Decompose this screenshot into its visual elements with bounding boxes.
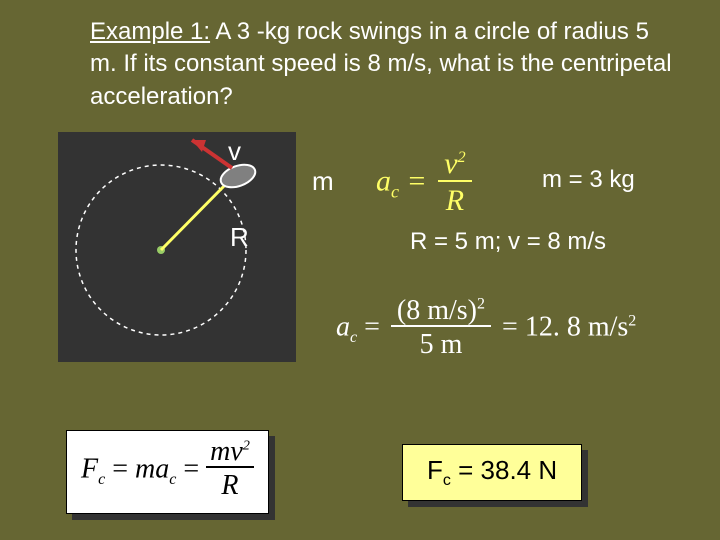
- fc-fraction: mv2 R: [206, 437, 254, 505]
- diagram-svg: [58, 132, 296, 362]
- formula-force-box: Fc = mac = mv2 R: [66, 430, 269, 514]
- ac-sub: c: [391, 181, 399, 201]
- r-label: R: [230, 222, 249, 253]
- ac2-eq: =: [357, 312, 387, 343]
- answer-box: Fc = 38.4 N: [402, 444, 582, 501]
- m-label: m: [312, 166, 334, 197]
- ac2-result-unit: m/s: [588, 312, 628, 343]
- ac-num-v: v: [444, 147, 457, 180]
- ac-eq: =: [399, 164, 434, 197]
- ac-den: R: [438, 182, 471, 220]
- given-mass: m = 3 kg: [542, 166, 635, 194]
- circle-diagram: [58, 132, 296, 362]
- fc-m: m: [135, 453, 155, 484]
- ac2-fraction: (8 m/s)2 5 m: [391, 296, 491, 362]
- radius-line: [161, 182, 228, 250]
- problem-statement: Example 1: A 3 -kg rock swings in a circ…: [90, 16, 680, 113]
- ans-sub: c: [443, 472, 451, 489]
- ac2-den: 5 m: [391, 327, 491, 362]
- ac-fraction: v2 R: [438, 148, 471, 219]
- ac2-num: (8 m/s)2: [391, 296, 491, 327]
- fc-num-sup: 2: [243, 439, 250, 454]
- ac2-result-sup: 2: [628, 312, 636, 329]
- example-label: Example 1:: [90, 18, 210, 45]
- ans-F: F: [427, 455, 443, 485]
- ac-a: a: [376, 164, 391, 197]
- ac2-result-val: 12. 8: [525, 312, 588, 343]
- ac-num: v2: [438, 148, 471, 182]
- formula-ac-numeric: ac = (8 m/s)2 5 m = 12. 8 m/s2: [336, 296, 636, 362]
- ac2-a: a: [336, 312, 350, 343]
- given-rv: R = 5 m; v = 8 m/s: [410, 228, 606, 256]
- fc-den: R: [206, 468, 254, 504]
- fc-num-mv: mv: [210, 436, 243, 467]
- v-label: v: [228, 136, 241, 167]
- ac2-eq2: =: [502, 312, 525, 343]
- fc-num: mv2: [206, 437, 254, 468]
- ac-num-sup: 2: [458, 149, 466, 166]
- ac2-num-val: (8 m/s): [397, 295, 477, 326]
- fc-eq1: =: [105, 453, 135, 484]
- fc-a: a: [155, 453, 169, 484]
- ac2-num-sup: 2: [477, 296, 485, 313]
- formula-ac-definition: ac = v2 R: [376, 148, 476, 219]
- fc-eq2: =: [176, 453, 206, 484]
- fc-F: F: [81, 453, 98, 484]
- ans-text: = 38.4 N: [451, 455, 557, 485]
